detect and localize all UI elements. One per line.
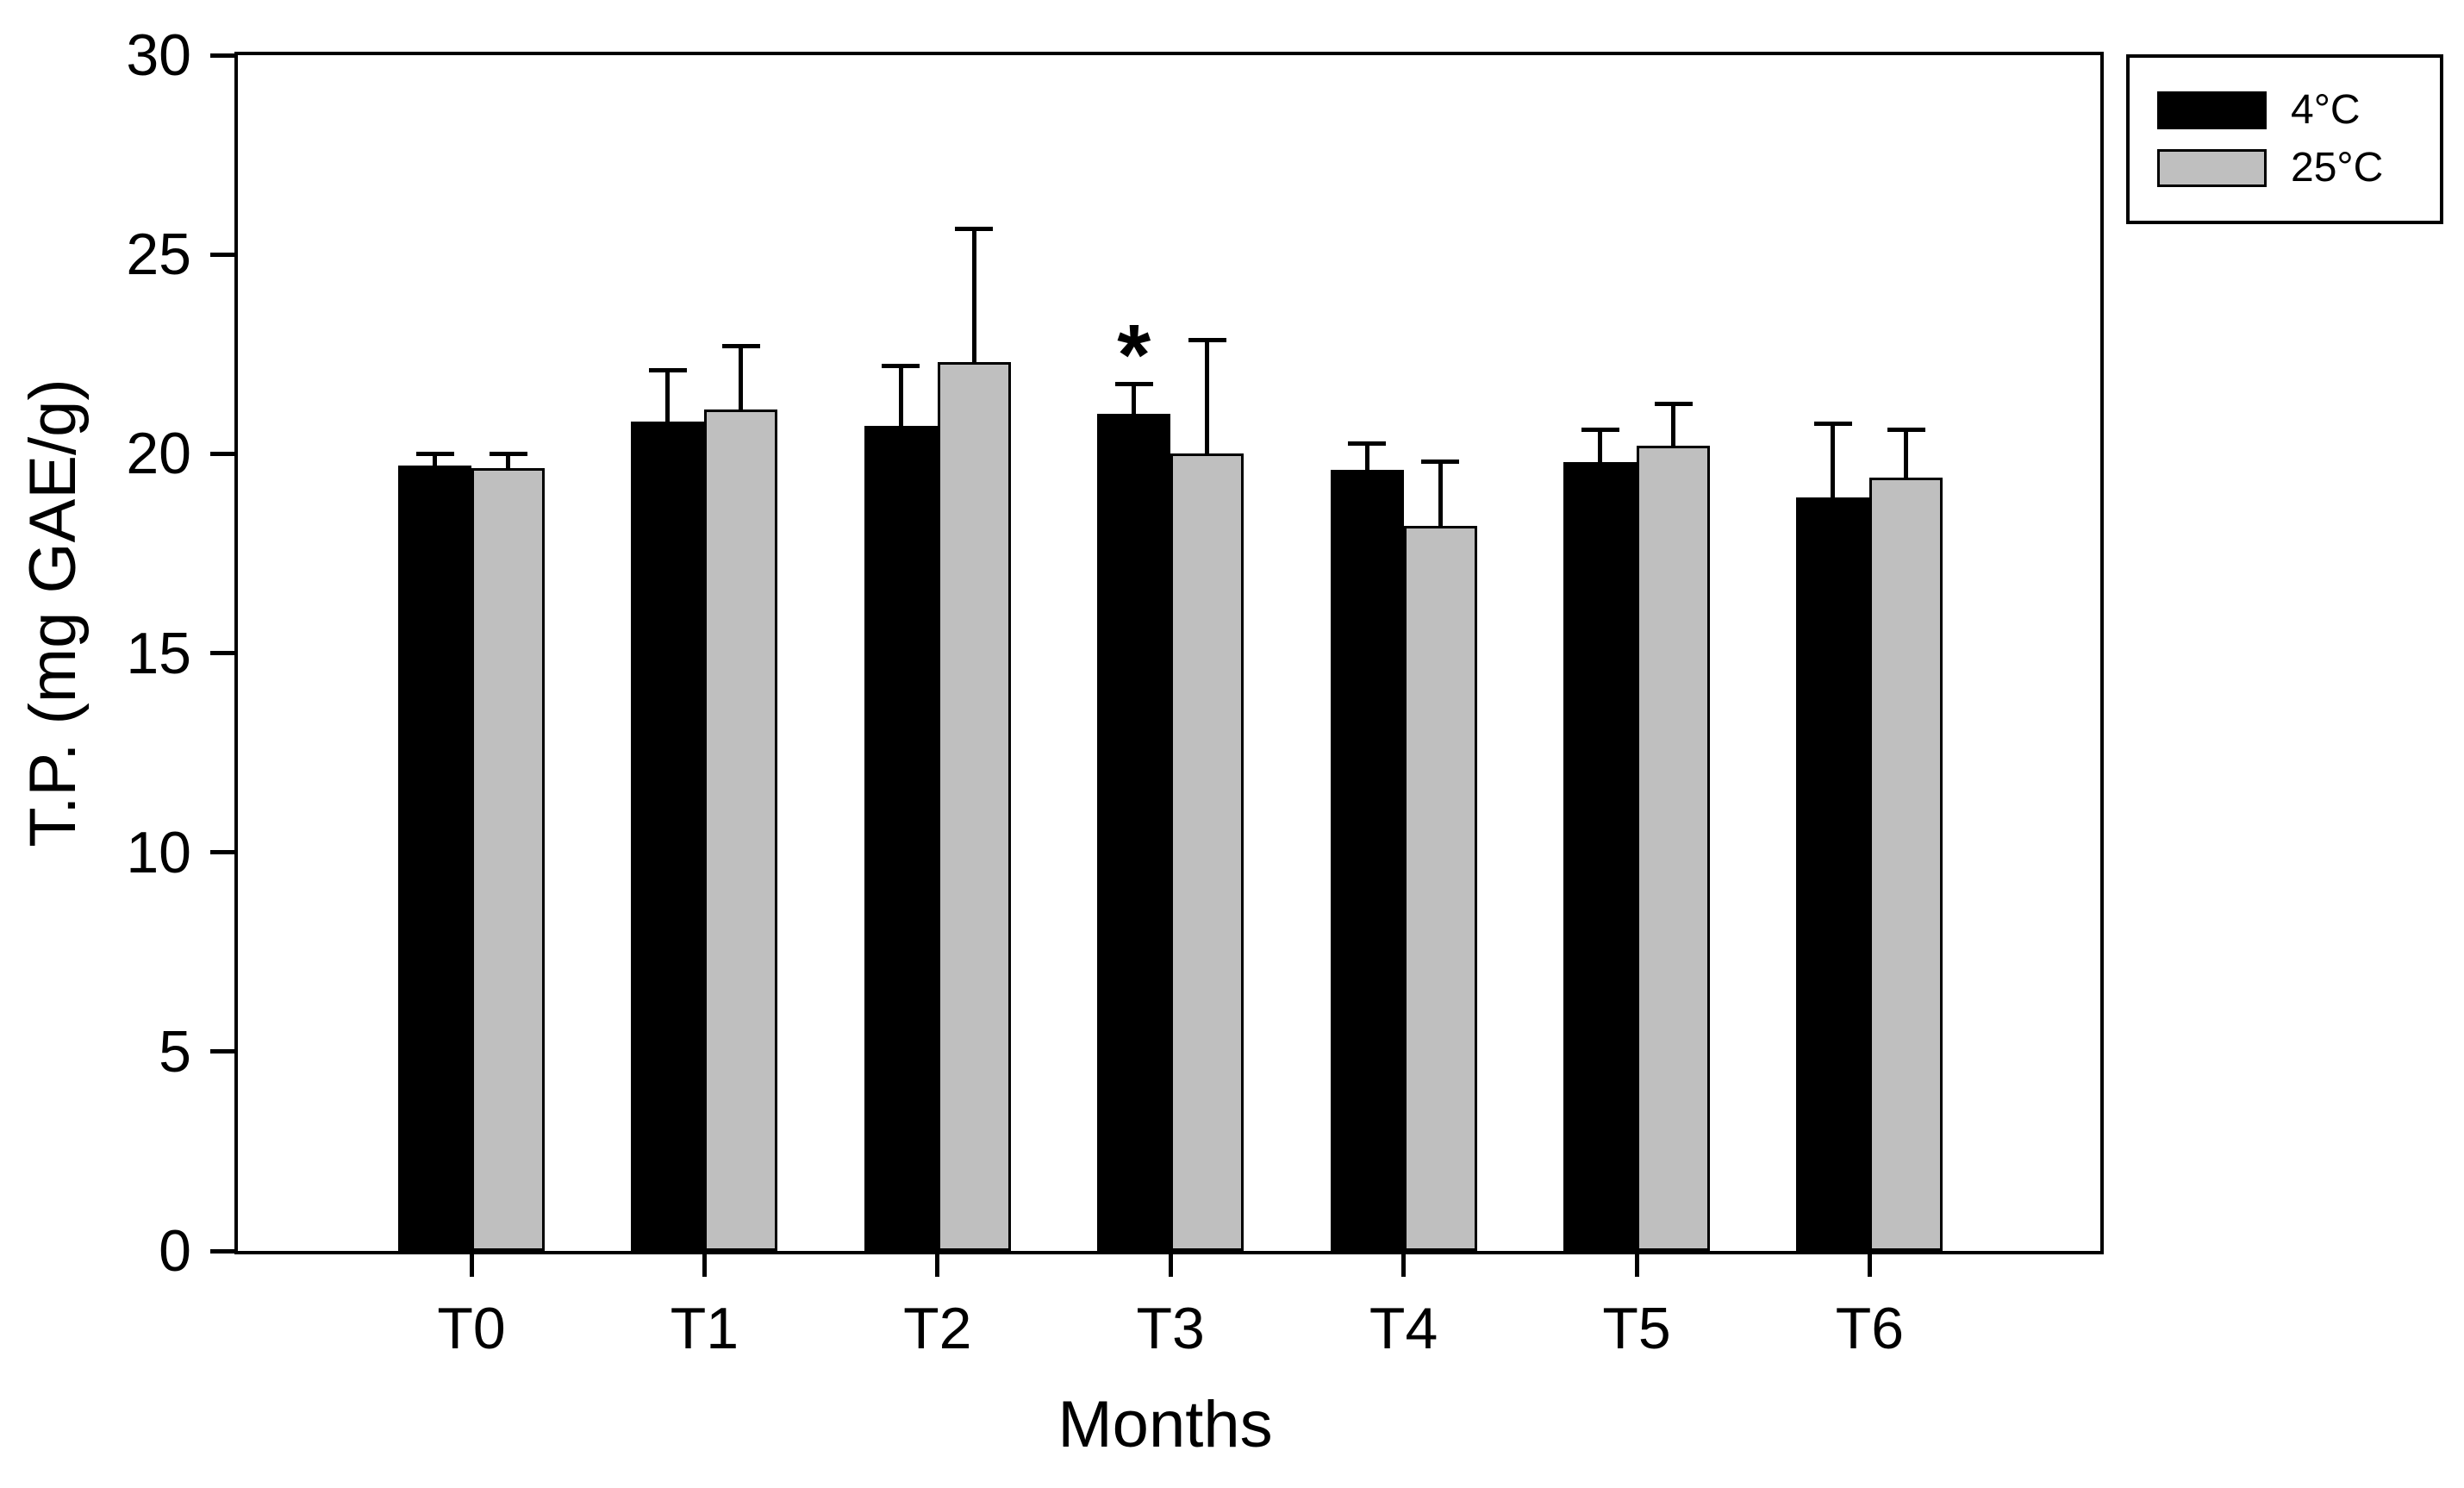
legend-item-25c: 25°C: [2157, 147, 2440, 190]
error-bar-cap: [1654, 402, 1693, 407]
x-tick-label: T4: [1369, 1296, 1438, 1361]
bar-25°C-T5: [1637, 446, 1710, 1251]
x-tick-label: T5: [1602, 1296, 1671, 1361]
bar-25°C-T3: [1170, 453, 1244, 1251]
bar-25°C-T0: [471, 467, 545, 1251]
bar-4°C-T0: [398, 466, 471, 1251]
x-tick-label: T6: [1835, 1296, 1905, 1361]
y-axis-tick: [210, 53, 234, 58]
x-axis-tick: [1867, 1254, 1872, 1277]
error-bar-cap: [1581, 428, 1619, 433]
x-axis-tick: [935, 1254, 940, 1277]
x-tick-label: T2: [903, 1296, 972, 1361]
legend-label-25c: 25°C: [2291, 145, 2384, 191]
error-bar-line: [665, 370, 671, 422]
bar-4°C-T2: [864, 425, 938, 1251]
bar-4°C-T1: [631, 422, 705, 1251]
y-axis-tick: [210, 1049, 234, 1054]
error-bar-cap: [1887, 428, 1925, 433]
bar-25°C-T1: [704, 410, 778, 1251]
y-tick-label: 10: [126, 819, 191, 885]
error-bar-cap: [721, 344, 760, 348]
legend: 4°C 25°C: [2126, 54, 2443, 224]
y-axis-tick: [210, 850, 234, 855]
error-bar-line: [506, 453, 510, 468]
bar-4°C-T6: [1796, 497, 1870, 1251]
bar-4°C-T5: [1563, 461, 1637, 1251]
x-axis-tick: [1634, 1254, 1639, 1277]
x-axis-tick: [1401, 1254, 1407, 1277]
legend-swatch-4c: [2157, 91, 2267, 129]
error-bar-cap: [1813, 422, 1852, 427]
error-bar-line: [739, 346, 744, 410]
error-bar-line: [433, 453, 437, 466]
bar-4°C-T3: [1097, 414, 1171, 1251]
x-axis-tick: [469, 1254, 474, 1277]
error-bar-line: [1364, 443, 1369, 470]
error-bar-line: [1904, 429, 1909, 478]
y-tick-label: 5: [159, 1018, 191, 1085]
y-tick-label: 25: [126, 222, 191, 288]
y-tick-label: 0: [159, 1218, 191, 1284]
y-axis-tick: [210, 451, 234, 456]
error-bar-line: [971, 228, 976, 362]
error-bar-cap: [1114, 381, 1153, 386]
y-axis-tick: [210, 1248, 234, 1254]
y-tick-label: 15: [126, 620, 191, 686]
y-axis-tick: [210, 252, 234, 257]
x-tick-label: T0: [437, 1296, 506, 1361]
error-bar-cap: [1188, 338, 1226, 343]
error-bar-line: [898, 366, 903, 426]
error-bar-line: [1205, 340, 1210, 454]
error-bar-line: [1598, 429, 1602, 462]
error-bar-line: [1831, 423, 1836, 498]
bar-25°C-T4: [1403, 525, 1477, 1251]
bar-25°C-T2: [937, 361, 1011, 1251]
legend-label-4c: 4°C: [2291, 87, 2361, 133]
legend-item-4c: 4°C: [2157, 89, 2440, 132]
error-bar-line: [1671, 403, 1675, 447]
error-bar-line: [1132, 384, 1137, 415]
x-tick-label: T1: [670, 1296, 739, 1361]
x-axis-tick: [702, 1254, 707, 1277]
bar-4°C-T4: [1330, 469, 1404, 1251]
y-tick-label: 20: [126, 421, 191, 487]
error-bar-line: [1438, 461, 1443, 526]
error-bar-cap: [415, 451, 454, 456]
x-axis-title: Months: [1057, 1388, 1273, 1461]
error-bar-cap: [489, 451, 527, 456]
error-bar-cap: [1421, 460, 1460, 465]
error-bar-cap: [955, 226, 994, 231]
legend-swatch-25c: [2157, 149, 2267, 187]
error-bar-cap: [648, 367, 687, 372]
x-tick-label: T3: [1136, 1296, 1205, 1361]
bar-25°C-T6: [1869, 478, 1943, 1251]
y-tick-label: 30: [126, 22, 191, 88]
x-axis-tick: [1168, 1254, 1173, 1277]
y-axis-tick: [210, 651, 234, 655]
plot-area: 0 5 10 15 20 25 30 T0 T1 T2 T3 T4 T5 T6 *: [126, 24, 2104, 1361]
error-bar-cap: [882, 364, 920, 369]
significance-asterisk: *: [1117, 307, 1151, 404]
error-bar-cap: [1348, 441, 1387, 447]
